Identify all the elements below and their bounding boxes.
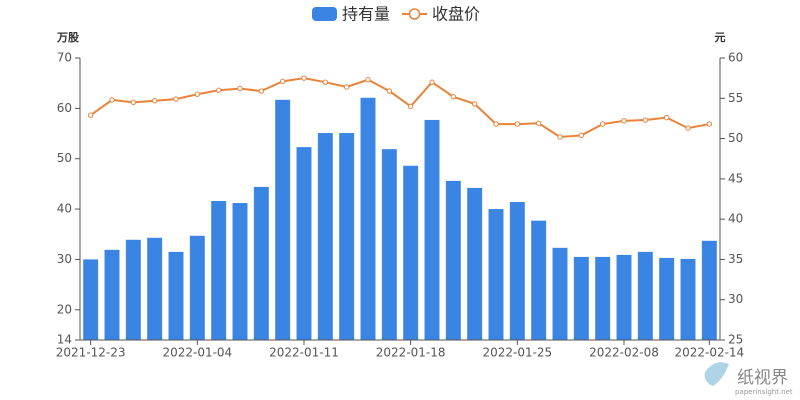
x-tick-label: 2022-01-11 — [269, 346, 339, 360]
bar — [168, 251, 184, 340]
bar — [275, 99, 291, 341]
bar — [659, 257, 675, 340]
line-point — [194, 91, 201, 97]
bar — [125, 239, 141, 340]
bar — [317, 133, 333, 340]
line-point — [621, 118, 627, 124]
bar — [637, 251, 653, 340]
legend-swatch — [408, 8, 421, 20]
bar — [595, 256, 611, 340]
line-point — [493, 121, 499, 127]
line-point — [173, 96, 179, 102]
bar — [573, 256, 589, 340]
line-point — [599, 121, 606, 127]
watermark-site: paperinsight.net — [735, 388, 793, 396]
line-point — [685, 125, 691, 131]
bar — [552, 247, 568, 340]
line-point — [279, 78, 286, 85]
bar — [509, 202, 525, 340]
line-point — [429, 79, 435, 85]
line-point — [663, 114, 670, 121]
line-point — [471, 101, 478, 107]
bar — [147, 237, 163, 340]
bar — [296, 147, 312, 340]
bar — [488, 209, 504, 340]
bar — [467, 187, 483, 340]
legend-swatch — [312, 7, 337, 21]
y-tick-label: 70 — [57, 51, 72, 65]
bar — [701, 240, 717, 340]
line-point — [557, 134, 563, 140]
line-point — [365, 77, 371, 83]
y2-tick-label: 50 — [728, 131, 743, 145]
line-point — [237, 85, 243, 92]
line-point — [535, 120, 542, 126]
legend-label: 收盘价 — [432, 5, 480, 24]
x-tick-label: 2022-01-25 — [482, 346, 552, 360]
bar — [381, 149, 397, 340]
x-tick-label: 2022-02-08 — [589, 346, 659, 360]
y-tick-label: 50 — [57, 151, 72, 165]
bar — [445, 180, 461, 340]
watermark-icon — [704, 362, 729, 386]
legend-label: 持有量 — [342, 5, 390, 24]
line-point — [343, 84, 350, 90]
bar — [189, 235, 205, 340]
bar — [424, 119, 440, 340]
y2-tick-label: 30 — [728, 292, 743, 306]
x-tick-label: 2022-01-04 — [162, 346, 232, 360]
y-tick-label: 40 — [57, 202, 72, 216]
y2-tick-label: 45 — [728, 171, 743, 185]
y-tick-label: 20 — [57, 302, 72, 316]
line-point — [258, 88, 265, 94]
line-point — [450, 93, 457, 100]
y2-tick-label: 40 — [728, 212, 743, 226]
line-point — [578, 132, 585, 139]
x-tick-label: 2021-12-23 — [56, 346, 126, 360]
line-point — [514, 121, 521, 127]
x-tick-label: 2022-02-14 — [674, 346, 744, 360]
line-point — [87, 112, 94, 118]
y2-tick-label: 35 — [728, 252, 743, 266]
line-point — [407, 103, 414, 110]
y2-tick-label: 55 — [728, 91, 743, 105]
watermark-name: 纸视界 — [737, 368, 788, 388]
bar — [680, 258, 696, 340]
bar — [104, 249, 120, 340]
line-point — [215, 87, 222, 93]
line-point — [642, 117, 649, 123]
y2-tick-label: 25 — [728, 333, 743, 347]
bar — [339, 133, 355, 340]
y-tick-label: 30 — [57, 252, 72, 266]
line-point — [109, 97, 115, 103]
line-point — [151, 98, 158, 104]
y-axis-label: 万股 — [56, 31, 80, 44]
line-point — [322, 79, 329, 85]
line-point — [386, 88, 393, 94]
bar — [360, 97, 376, 341]
y-tick-label: 60 — [57, 101, 72, 115]
y2-tick-label: 60 — [728, 51, 743, 65]
bar — [232, 203, 248, 340]
bar — [531, 220, 547, 340]
bar — [403, 165, 419, 340]
bar — [253, 186, 269, 340]
line-point — [301, 75, 307, 81]
x-tick-label: 2022-01-18 — [376, 346, 446, 360]
y2-axis-label: 元 — [715, 31, 726, 44]
line-point — [130, 99, 137, 106]
bar — [616, 254, 632, 340]
bar — [83, 259, 99, 340]
line — [90, 77, 710, 138]
watermark: 纸视界 paperinsight.net — [704, 362, 793, 396]
y-tick-label: 14 — [57, 333, 72, 347]
line-point — [706, 121, 713, 127]
bar — [211, 201, 227, 340]
